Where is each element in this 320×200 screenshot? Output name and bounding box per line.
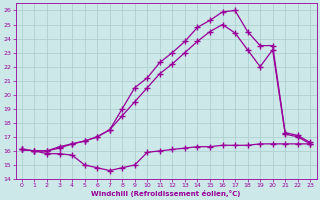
X-axis label: Windchill (Refroidissement éolien,°C): Windchill (Refroidissement éolien,°C) <box>92 190 241 197</box>
